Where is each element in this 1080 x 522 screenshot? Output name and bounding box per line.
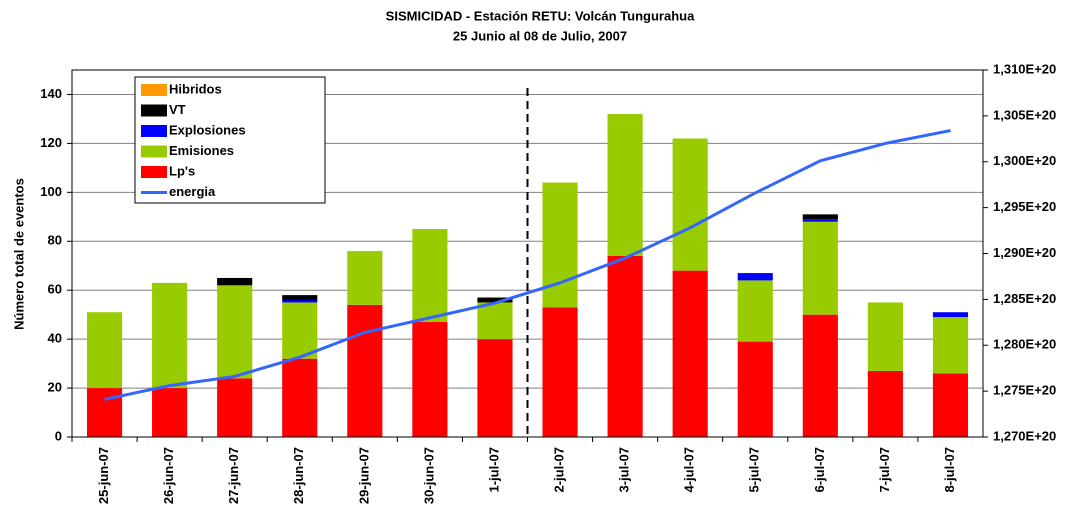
y-tick-label: 0	[55, 428, 62, 443]
bar-segment	[542, 307, 578, 437]
plot-border	[71, 69, 984, 438]
bar-segment	[932, 312, 969, 318]
legend-label: VT	[169, 102, 186, 117]
legend-label: Lp's	[169, 163, 195, 178]
bar-segment	[412, 322, 448, 437]
bar-segment	[347, 251, 383, 305]
bar-segment	[802, 219, 838, 222]
y-tick-label: 20	[48, 380, 62, 395]
bar-segment	[542, 182, 578, 308]
bar-segment	[86, 312, 123, 389]
bar-segment	[477, 339, 513, 437]
y2-tick-label: 1,275E+20	[993, 383, 1056, 398]
bar-segment	[932, 373, 969, 437]
bar-segment	[217, 378, 253, 437]
bar-segment	[217, 285, 253, 379]
y2-tick-label: 1,310E+20	[993, 61, 1056, 76]
x-tick-label: 6-jul-07	[812, 447, 827, 493]
x-tick-label: 25-jun-07	[96, 447, 111, 504]
x-tick-label: 4-jul-07	[682, 447, 697, 493]
y2-tick-label: 1,305E+20	[993, 107, 1056, 122]
bar-segment	[477, 297, 513, 303]
x-tick-label: 28-jun-07	[291, 447, 306, 504]
bar-segment	[737, 273, 773, 281]
x-tick-label: 27-jun-07	[226, 447, 241, 504]
x-tick-label: 2-jul-07	[551, 447, 566, 493]
bar-segment	[672, 270, 708, 437]
legend-label: Emisiones	[169, 143, 234, 158]
bar-segment	[217, 277, 253, 286]
bar-segment	[737, 280, 773, 342]
y-tick-label: 140	[40, 86, 62, 101]
y-tick-label: 40	[48, 331, 62, 346]
bar-segment	[347, 304, 383, 437]
x-tick-label: 1-jul-07	[486, 447, 501, 493]
chart-title: SISMICIDAD - Estación RETU: Volcán Tungu…	[386, 8, 695, 23]
bar-segment	[152, 388, 188, 437]
x-tick-label: 8-jul-07	[942, 447, 957, 493]
y2-tick-label: 1,270E+20	[993, 428, 1056, 443]
bar-segment	[672, 138, 708, 271]
bar-segment	[477, 302, 513, 340]
legend-swatch	[141, 84, 167, 96]
bar-segment	[802, 214, 838, 220]
y-tick-label: 120	[40, 135, 62, 150]
y-tick-label: 80	[48, 233, 62, 248]
legend-label: Explosiones	[169, 122, 246, 137]
bar-segment	[152, 282, 188, 389]
x-tick-label: 30-jun-07	[421, 447, 436, 504]
x-tick-label: 5-jul-07	[747, 447, 762, 493]
bar-segment	[282, 299, 318, 303]
bar-segment	[282, 295, 318, 300]
bar-segment	[867, 370, 903, 437]
legend-swatch	[141, 166, 167, 178]
bar-segment	[932, 317, 969, 374]
y2-tick-label: 1,290E+20	[993, 245, 1056, 260]
energy-line	[104, 129, 951, 401]
bar-segment	[802, 314, 838, 437]
y-axis-label: Número total de eventos	[11, 178, 26, 330]
x-tick-label: 29-jun-07	[356, 447, 371, 504]
bar-segment	[607, 255, 643, 437]
y-tick-label: 100	[40, 184, 62, 199]
bar-segment	[867, 302, 903, 371]
legend-label: Hibridos	[169, 81, 222, 96]
bar-segment	[282, 302, 318, 359]
y-tick-label: 60	[48, 282, 62, 297]
y2-tick-label: 1,300E+20	[993, 153, 1056, 168]
bar-segment	[282, 358, 318, 437]
x-tick-label: 7-jul-07	[877, 447, 892, 493]
legend-box	[134, 76, 326, 204]
bar-segment	[802, 221, 838, 315]
legend-swatch	[141, 145, 167, 158]
legend-swatch	[141, 125, 167, 137]
bar-segment	[607, 114, 643, 256]
x-tick-label: 26-jun-07	[161, 447, 176, 504]
bar-segment	[737, 341, 773, 437]
y2-tick-label: 1,280E+20	[993, 337, 1056, 352]
chart-subtitle: 25 Junio al 08 de Julio, 2007	[453, 28, 627, 43]
legend-swatch	[141, 104, 167, 117]
x-tick-label: 3-jul-07	[617, 447, 632, 493]
legend-label: energia	[169, 184, 216, 199]
y2-tick-label: 1,285E+20	[993, 291, 1056, 306]
y2-tick-label: 1,295E+20	[993, 199, 1056, 214]
bar-segment	[412, 229, 448, 323]
